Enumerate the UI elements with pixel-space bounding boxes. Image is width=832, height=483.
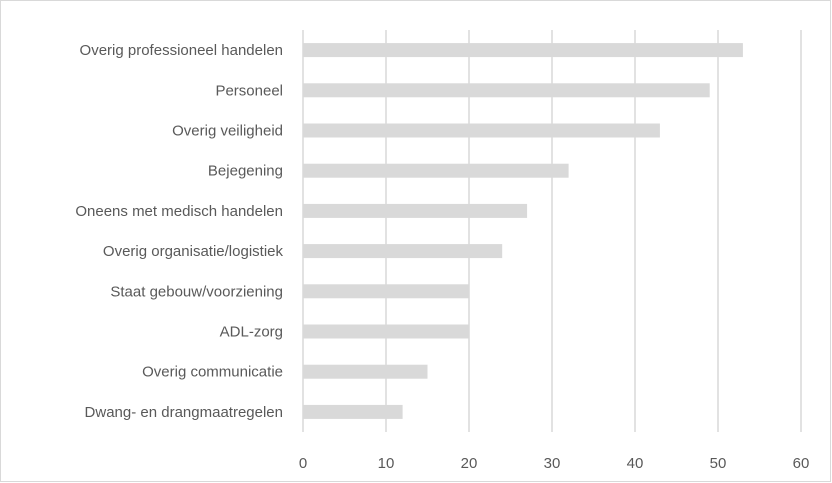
bar xyxy=(303,123,660,138)
category-label: Overig organisatie/logistiek xyxy=(103,243,284,260)
x-tick-label: 60 xyxy=(793,455,810,472)
bar xyxy=(303,284,469,299)
x-tick-label: 30 xyxy=(544,455,561,472)
category-label: Overig professioneel handelen xyxy=(80,42,283,59)
bar xyxy=(303,203,528,218)
category-label: Staat gebouw/voorziening xyxy=(110,283,283,300)
bar xyxy=(303,163,569,178)
category-label: Bejegening xyxy=(208,163,283,180)
category-label: Personeel xyxy=(215,82,283,99)
x-tick-label: 10 xyxy=(378,455,395,472)
bar xyxy=(303,324,469,339)
bar xyxy=(303,244,503,259)
bar xyxy=(303,404,403,419)
category-label: ADL-zorg xyxy=(220,324,283,341)
category-label: Oneens met medisch handelen xyxy=(75,203,283,220)
bar xyxy=(303,364,428,379)
x-tick-label: 40 xyxy=(627,455,644,472)
category-label: Overig veiligheid xyxy=(172,123,283,140)
category-label: Overig communicatie xyxy=(142,364,283,381)
bar xyxy=(303,43,743,58)
x-tick-label: 50 xyxy=(710,455,727,472)
category-label: Dwang- en drangmaatregelen xyxy=(85,404,283,421)
bar xyxy=(303,83,710,98)
x-tick-label: 0 xyxy=(299,455,307,472)
x-tick-label: 20 xyxy=(461,455,478,472)
